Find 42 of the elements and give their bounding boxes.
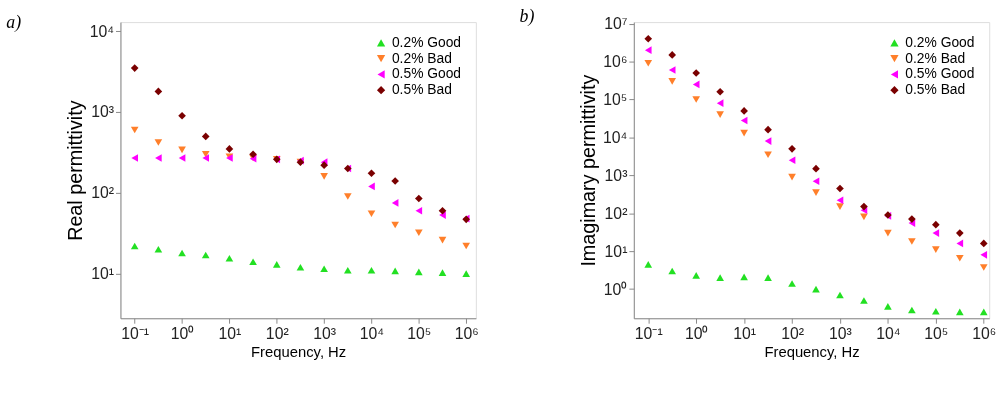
y-tick-label: 10⁵ — [603, 90, 628, 108]
x-tick-label: 10⁻¹ — [634, 324, 663, 342]
x-tick-label: 10² — [265, 324, 289, 342]
legend-label: 0.2% Good — [391, 33, 462, 50]
legend-label: 0.2% Bad — [391, 49, 452, 66]
legend-label: 0.5% Good — [905, 65, 975, 82]
chart-title: b) — [519, 5, 535, 27]
x-tick-label: 10⁶ — [972, 324, 997, 342]
y-tick-label: 10² — [91, 184, 115, 202]
y-axis-title: Imagimary permittivity — [577, 74, 600, 267]
x-tick-label: 10⁴ — [359, 324, 385, 342]
x-tick-label: 10⁻¹ — [121, 324, 150, 342]
legend-label: 0.5% Bad — [391, 81, 452, 98]
legend-label: 0.5% Bad — [905, 81, 966, 98]
legend-label: 0.2% Good — [905, 33, 975, 50]
x-tick-label: 10⁶ — [454, 324, 479, 342]
x-tick-label: 10⁰ — [170, 324, 195, 342]
y-tick-label: 10¹ — [604, 242, 628, 260]
y-tick-label: 10⁴ — [89, 22, 115, 40]
y-tick-label: 10⁴ — [603, 128, 628, 146]
x-axis-title: Frequency, Hz — [764, 344, 860, 361]
legend-label: 0.2% Bad — [905, 49, 966, 66]
y-tick-label: 10¹ — [91, 265, 115, 283]
y-tick-label: 10³ — [604, 166, 628, 184]
x-tick-label: 10⁵ — [407, 324, 432, 342]
x-tick-label: 10³ — [829, 324, 852, 342]
x-tick-label: 10⁰ — [684, 324, 709, 342]
x-tick-label: 10² — [781, 324, 804, 342]
x-tick-label: 10¹ — [733, 324, 757, 342]
y-axis-title: Real permittivity — [63, 100, 86, 241]
x-tick-label: 10⁵ — [924, 324, 949, 342]
x-tick-label: 10⁴ — [876, 324, 901, 342]
x-tick-label: 10³ — [313, 324, 337, 342]
y-tick-label: 10⁷ — [604, 15, 628, 33]
y-tick-label: 10⁶ — [603, 53, 628, 71]
y-tick-label: 10⁰ — [603, 280, 628, 298]
legend-label: 0.5% Good — [391, 65, 462, 82]
y-tick-label: 10² — [604, 204, 628, 222]
x-tick-label: 10¹ — [218, 324, 242, 342]
x-axis-title: Frequency, Hz — [251, 344, 347, 361]
y-tick-label: 10³ — [91, 103, 115, 121]
chart-title: a) — [6, 12, 22, 34]
